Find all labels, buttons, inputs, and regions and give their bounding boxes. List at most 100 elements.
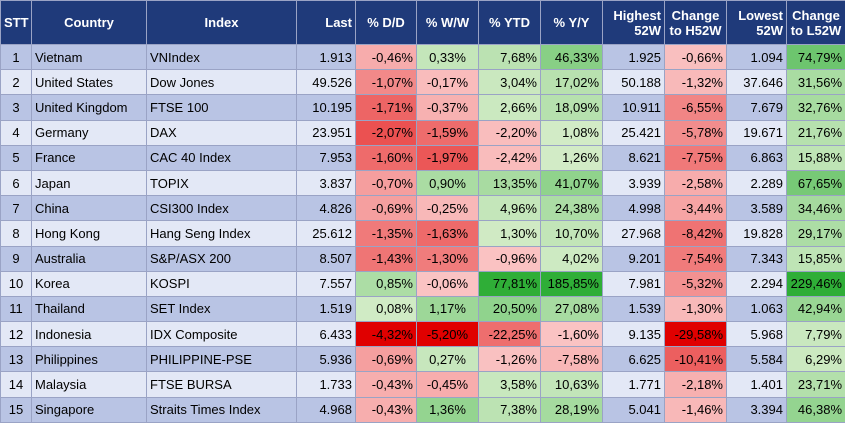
change-l52-cell: 31,56% bbox=[786, 69, 845, 96]
change-h52-cell: -5,32% bbox=[664, 270, 727, 297]
table-row: 2 United States Dow Jones 49.526 -1,07% -0,17… bbox=[0, 69, 845, 96]
yy-cell: -7,58% bbox=[540, 346, 603, 373]
ww-cell: -0,25% bbox=[416, 195, 479, 222]
yy-cell: -1,60% bbox=[540, 321, 603, 348]
change-h52-cell: -2,18% bbox=[664, 371, 727, 398]
change-h52-cell: -7,75% bbox=[664, 144, 727, 171]
header-low52: Lowest 52W bbox=[726, 0, 787, 45]
ytd-cell: -1,26% bbox=[478, 346, 541, 373]
table-row: 14 Malaysia FTSE BURSA 1.733 -0,43% -0,45% 3,5… bbox=[0, 371, 845, 398]
table-row: 6 Japan TOPIX 3.837 -0,70% 0,90% 13,35% 41,07% 3… bbox=[0, 169, 845, 197]
ytd-cell: 13,35% bbox=[478, 169, 541, 197]
low52-cell: 7.679 bbox=[726, 94, 787, 121]
index-cell: FTSE BURSA bbox=[146, 371, 297, 398]
high52-cell: 25.421 bbox=[602, 119, 665, 146]
low52-cell: 1.401 bbox=[726, 371, 787, 398]
ww-cell: 0,27% bbox=[416, 346, 479, 373]
last-cell: 25.612 bbox=[296, 220, 356, 247]
dd-cell: -4,32% bbox=[355, 321, 417, 348]
index-cell: IDX Composite bbox=[146, 321, 297, 348]
country-cell: Hong Kong bbox=[31, 220, 147, 247]
country-cell: Indonesia bbox=[31, 321, 147, 348]
change-l52-cell: 46,38% bbox=[786, 396, 845, 423]
yy-cell: 10,70% bbox=[540, 220, 603, 247]
dd-cell: -0,70% bbox=[355, 169, 417, 197]
country-cell: Germany bbox=[31, 119, 147, 146]
stt-cell: 5 bbox=[0, 144, 32, 171]
ww-cell: -1,97% bbox=[416, 144, 479, 171]
change-h52-cell: -1,46% bbox=[664, 396, 727, 423]
high52-cell: 10.911 bbox=[602, 94, 665, 121]
dd-cell: -0,69% bbox=[355, 195, 417, 222]
stt-cell: 1 bbox=[0, 43, 32, 71]
high52-cell: 7.981 bbox=[602, 270, 665, 297]
last-cell: 1.913 bbox=[296, 43, 356, 71]
table-row: 13 Philippines PHILIPPINE-PSE 5.936 -0,69% 0,… bbox=[0, 346, 845, 373]
stt-cell: 4 bbox=[0, 119, 32, 146]
table-row: 1 Vietnam VNIndex 1.913 -0,46% 0,33% 7,68% 46,3… bbox=[0, 43, 845, 71]
low52-cell: 2.294 bbox=[726, 270, 787, 297]
ww-cell: -1,63% bbox=[416, 220, 479, 247]
country-cell: Malaysia bbox=[31, 371, 147, 398]
ytd-cell: 77,81% bbox=[478, 270, 541, 297]
stt-cell: 3 bbox=[0, 94, 32, 121]
table-row: 3 United Kingdom FTSE 100 10.195 -1,71% -0,37… bbox=[0, 94, 845, 121]
table-row: 4 Germany DAX 23.951 -2,07% -1,59% -2,20% 1,08%… bbox=[0, 119, 845, 146]
change-h52-cell: -1,30% bbox=[664, 295, 727, 323]
dd-cell: -1,60% bbox=[355, 144, 417, 171]
high52-cell: 50.188 bbox=[602, 69, 665, 96]
index-cell: CSI300 Index bbox=[146, 195, 297, 222]
last-cell: 1.519 bbox=[296, 295, 356, 323]
last-cell: 8.507 bbox=[296, 245, 356, 272]
ytd-cell: -22,25% bbox=[478, 321, 541, 348]
header-ww: % W/W bbox=[416, 0, 479, 45]
high52-cell: 3.939 bbox=[602, 169, 665, 197]
low52-cell: 2.289 bbox=[726, 169, 787, 197]
stt-cell: 9 bbox=[0, 245, 32, 272]
change-l52-cell: 29,17% bbox=[786, 220, 845, 247]
dd-cell: -1,43% bbox=[355, 245, 417, 272]
low52-cell: 37.646 bbox=[726, 69, 787, 96]
change-h52-cell: -6,55% bbox=[664, 94, 727, 121]
yy-cell: 1,26% bbox=[540, 144, 603, 171]
last-cell: 7.953 bbox=[296, 144, 356, 171]
last-cell: 1.733 bbox=[296, 371, 356, 398]
stt-cell: 6 bbox=[0, 169, 32, 197]
high52-cell: 6.625 bbox=[602, 346, 665, 373]
change-l52-cell: 6,29% bbox=[786, 346, 845, 373]
header-change-h52: Change to H52W bbox=[664, 0, 727, 45]
index-cell: DAX bbox=[146, 119, 297, 146]
change-l52-cell: 15,85% bbox=[786, 245, 845, 272]
table-row: 15 Singapore Straits Times Index 4.968 -0,43… bbox=[0, 396, 845, 423]
yy-cell: 17,02% bbox=[540, 69, 603, 96]
country-cell: Australia bbox=[31, 245, 147, 272]
ytd-cell: 20,50% bbox=[478, 295, 541, 323]
last-cell: 3.837 bbox=[296, 169, 356, 197]
change-h52-cell: -8,42% bbox=[664, 220, 727, 247]
yy-cell: 28,19% bbox=[540, 396, 603, 423]
low52-cell: 3.394 bbox=[726, 396, 787, 423]
high52-cell: 9.201 bbox=[602, 245, 665, 272]
ww-cell: -1,59% bbox=[416, 119, 479, 146]
change-l52-cell: 67,65% bbox=[786, 169, 845, 197]
ytd-cell: 7,68% bbox=[478, 43, 541, 71]
yy-cell: 10,63% bbox=[540, 371, 603, 398]
dd-cell: -0,43% bbox=[355, 371, 417, 398]
high52-cell: 1.925 bbox=[602, 43, 665, 71]
header-high52: Highest 52W bbox=[602, 0, 665, 45]
stt-cell: 10 bbox=[0, 270, 32, 297]
index-cell: FTSE 100 bbox=[146, 94, 297, 121]
change-h52-cell: -10,41% bbox=[664, 346, 727, 373]
ytd-cell: -0,96% bbox=[478, 245, 541, 272]
ww-cell: -1,30% bbox=[416, 245, 479, 272]
ytd-cell: 1,30% bbox=[478, 220, 541, 247]
last-cell: 10.195 bbox=[296, 94, 356, 121]
country-cell: Vietnam bbox=[31, 43, 147, 71]
yy-cell: 4,02% bbox=[540, 245, 603, 272]
change-h52-cell: -3,44% bbox=[664, 195, 727, 222]
country-cell: United States bbox=[31, 69, 147, 96]
index-cell: VNIndex bbox=[146, 43, 297, 71]
ww-cell: 0,90% bbox=[416, 169, 479, 197]
index-cell: Hang Seng Index bbox=[146, 220, 297, 247]
change-l52-cell: 34,46% bbox=[786, 195, 845, 222]
